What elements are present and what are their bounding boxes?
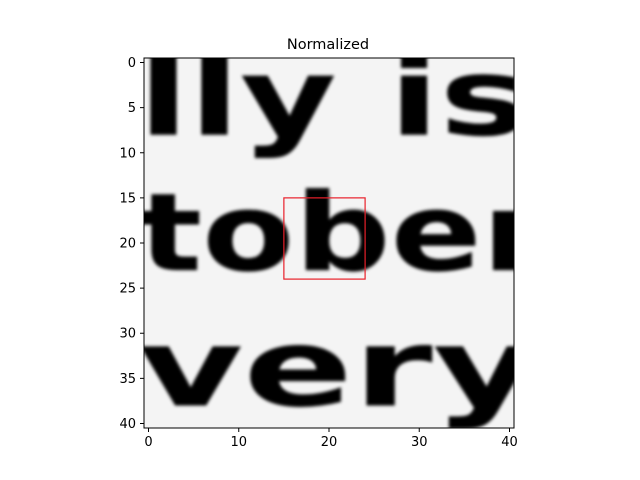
y-tick-label: 20: [119, 237, 136, 252]
y-tick-label: 10: [119, 146, 136, 161]
image-text-line: lly is: [138, 36, 528, 161]
y-tick-label: 15: [119, 191, 136, 206]
y-tick-label: 0: [128, 56, 136, 71]
x-tick-label: 10: [230, 435, 247, 450]
x-tick-label: 20: [321, 435, 338, 450]
y-tick-label: 5: [128, 101, 136, 116]
image-pixel-text: lly is tober very: [138, 36, 548, 431]
image-text-line: tober: [138, 171, 548, 296]
highlight-box: [283, 197, 366, 280]
image-text-line: very: [138, 306, 538, 431]
x-tick-label: 30: [411, 435, 428, 450]
y-tick-label: 30: [119, 327, 136, 342]
y-axis: 0 5 10 15 20 25 30 35 40: [119, 56, 144, 432]
y-tick-label: 40: [119, 417, 136, 432]
figure-title: Normalized: [287, 37, 369, 53]
image-background: [144, 58, 514, 428]
x-tick-label: 40: [501, 435, 518, 450]
x-tick-label: 0: [144, 435, 152, 450]
y-tick-label: 25: [119, 282, 136, 297]
y-tick-label: 35: [119, 372, 136, 387]
image-area: lly is tober very: [138, 36, 548, 431]
x-axis: 0 10 20 30 40: [144, 428, 518, 450]
